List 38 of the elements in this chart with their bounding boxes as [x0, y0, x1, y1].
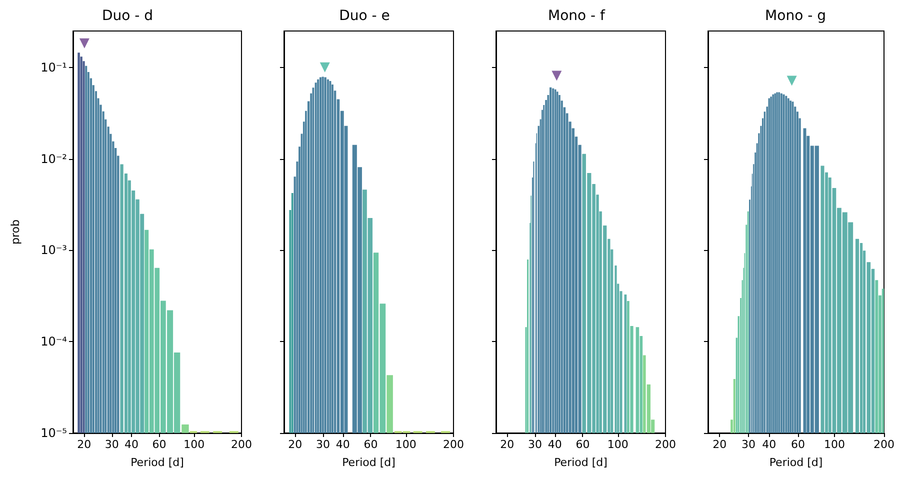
x-axis-title: Period [d]	[342, 456, 396, 469]
x-tick-label: 200	[874, 438, 894, 451]
x-tick-label: 100	[395, 438, 416, 451]
x-tick-label: 30	[104, 438, 119, 451]
x-tick-label: 20	[500, 438, 514, 451]
x-tick-label: 40	[124, 438, 138, 451]
x-tick-label: 30	[316, 438, 330, 451]
x-tick-label: 30	[742, 438, 756, 451]
x-axis-title: Period [d]	[130, 456, 184, 469]
y-tick-label: 10⁻¹	[40, 60, 68, 74]
x-tick-label: 100	[184, 438, 205, 451]
x-tick-label: 40	[336, 438, 350, 451]
x-tick-label: 200	[443, 438, 464, 451]
x-tick-label: 60	[152, 438, 166, 451]
y-tick-label: 10⁻³	[40, 243, 68, 258]
y-tick-label: 10⁻⁴	[40, 334, 68, 349]
x-tick-label: 60	[364, 438, 378, 451]
x-axis-title: Period [d]	[769, 456, 823, 469]
x-tick-label: 20	[288, 438, 302, 451]
x-axis-title: Period [d]	[554, 456, 608, 469]
chart-title: Duo - e	[339, 8, 390, 24]
x-tick-label: 200	[655, 438, 676, 451]
x-tick-label: 60	[791, 438, 806, 451]
y-tick-label: 10⁻²	[40, 152, 68, 166]
chart-title: Duo - d	[102, 8, 154, 24]
y-tick-label: 10⁻⁵	[40, 426, 68, 440]
x-tick-label: 20	[77, 438, 92, 451]
x-tick-label: 60	[576, 438, 590, 451]
x-tick-label: 40	[548, 438, 562, 451]
y-axis-title: prob	[9, 220, 22, 244]
x-tick-label: 40	[762, 438, 776, 451]
x-tick-label: 100	[824, 438, 846, 451]
x-tick-label: 20	[712, 438, 727, 451]
x-tick-label: 100	[607, 438, 628, 451]
chart-title: Mono - g	[765, 8, 826, 24]
x-tick-label: 30	[528, 438, 542, 451]
chart-title: Mono - f	[548, 8, 606, 24]
x-tick-label: 200	[231, 438, 252, 451]
